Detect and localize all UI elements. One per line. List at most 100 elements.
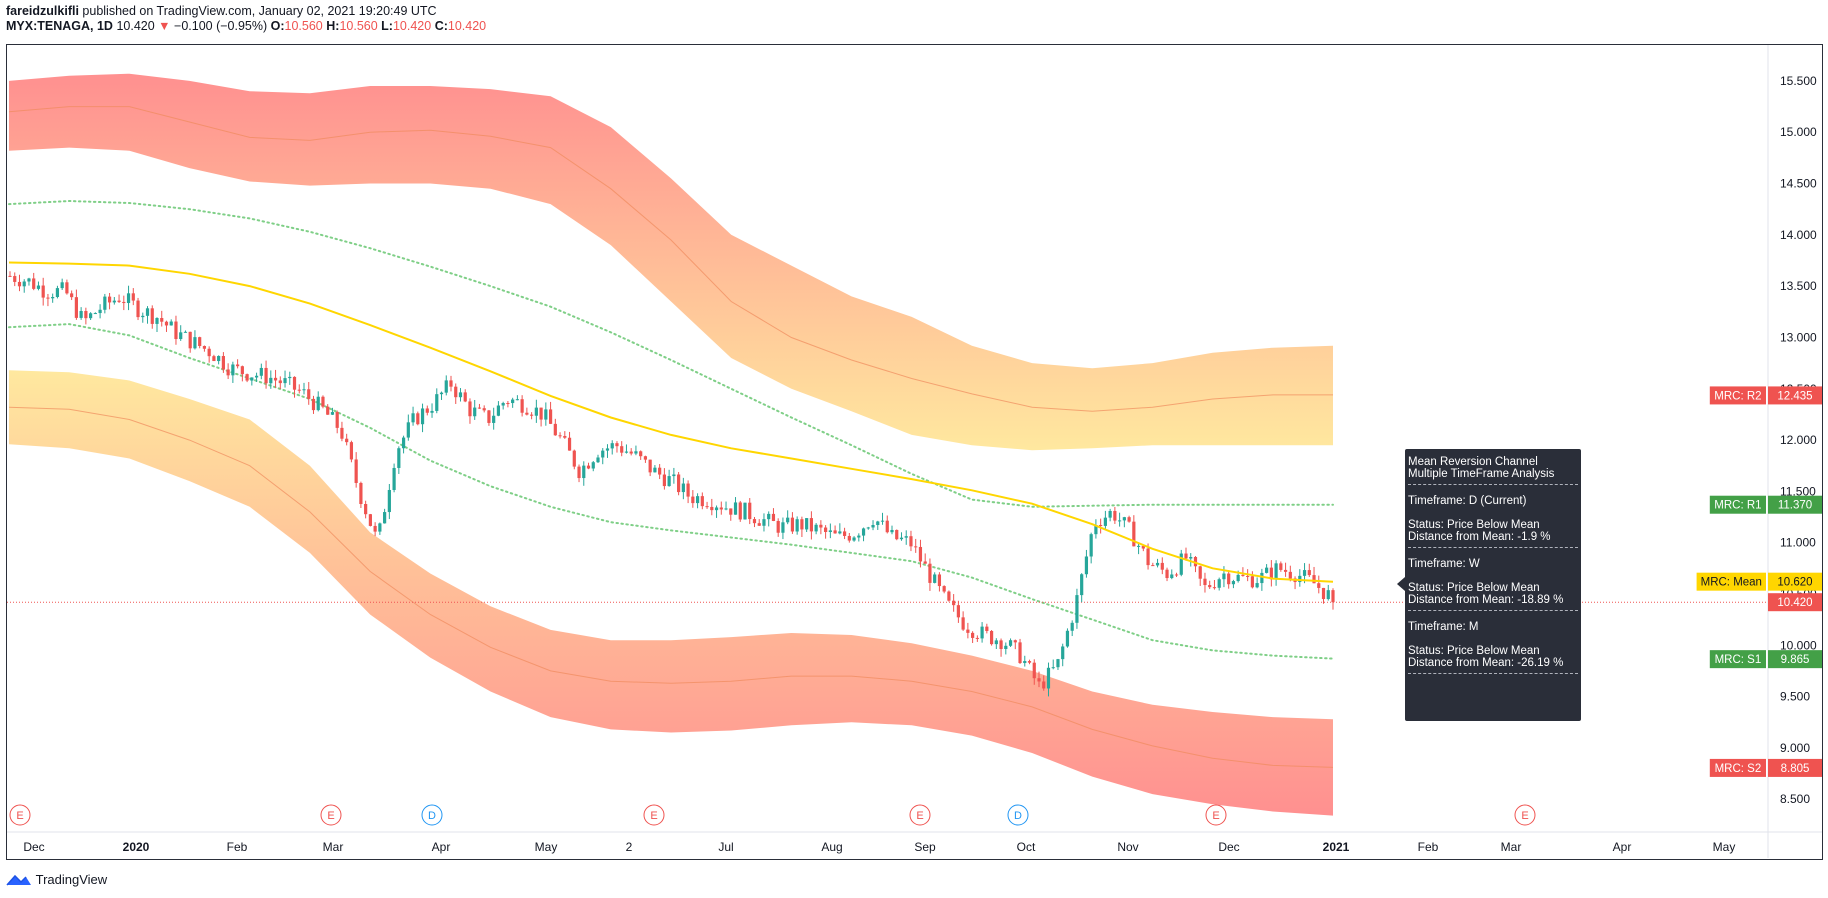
time-tick-label: Sep: [914, 840, 936, 854]
candle-body: [126, 293, 131, 304]
candle-body: [1065, 630, 1070, 647]
candle-body: [36, 285, 41, 289]
tooltip-status: Status: Price Below Mean: [1408, 582, 1540, 594]
candle-body: [1212, 587, 1217, 589]
candle-body: [586, 465, 591, 469]
time-tick-label: Aug: [821, 840, 842, 854]
event-marker-label: D: [1014, 810, 1022, 822]
event-marker-label: E: [1212, 810, 1219, 822]
level-value-box: [1768, 593, 1822, 612]
author-name[interactable]: fareidzulkifli: [6, 4, 79, 18]
candle-body: [548, 409, 553, 424]
price-tick-label: 11.500: [1780, 484, 1816, 498]
candle-body: [1198, 566, 1202, 579]
tooltip-divider: [1408, 547, 1578, 548]
tooltip-status: Status: Price Below Mean: [1408, 645, 1540, 657]
time-tick-label: Jul: [718, 840, 733, 854]
dividend-marker-icon[interactable]: [1007, 804, 1029, 826]
candle-body: [833, 530, 837, 534]
candle-body: [847, 535, 851, 541]
candle-body: [1042, 681, 1046, 689]
earnings-marker-icon[interactable]: [1205, 804, 1227, 826]
time-tick-label: Dec: [1218, 840, 1239, 854]
candle-body: [1298, 575, 1302, 583]
candle-body: [1317, 583, 1321, 588]
candle-body: [420, 408, 425, 425]
candle-body: [458, 392, 463, 398]
candle-body: [1122, 517, 1126, 521]
event-marker-label: E: [16, 810, 23, 822]
tooltip-timeframe: Timeframe: W: [1408, 558, 1480, 570]
candle-body: [572, 450, 576, 467]
candle-body: [861, 528, 866, 536]
level-name-box: [1709, 650, 1766, 669]
tradingview-brand[interactable]: TradingView: [35, 872, 108, 888]
candle-body: [397, 448, 401, 468]
candle-body: [966, 629, 970, 633]
price-tick-label: 10.000: [1780, 638, 1817, 652]
candle-body: [487, 410, 491, 423]
candle-body: [1008, 640, 1013, 646]
earnings-marker-icon[interactable]: [909, 804, 931, 826]
candle-body: [985, 626, 989, 631]
level-name-box: [1709, 386, 1766, 405]
candle-body: [639, 451, 643, 457]
level-tag: MRC: Mean 10.620: [1696, 572, 1822, 591]
ohlc-line: MYX:TENAGA, 1D 10.420 ▼ −0.100 (−0.95%) …: [6, 19, 486, 34]
earnings-marker-icon[interactable]: [643, 804, 665, 826]
earnings-marker-icon[interactable]: [320, 804, 342, 826]
candle-body: [1127, 517, 1131, 522]
candle-body: [591, 462, 595, 469]
candle-body: [160, 318, 164, 322]
level-value: 9.865: [1781, 654, 1810, 666]
time-tick-label: May: [535, 840, 558, 854]
event-marker-label: E: [327, 810, 334, 822]
candle-body: [202, 346, 207, 349]
candle-body: [131, 293, 135, 301]
candle-body: [1084, 556, 1089, 575]
candle-body: [496, 405, 501, 416]
candle-body: [610, 443, 614, 449]
candle-body: [1312, 575, 1316, 584]
candle-body: [1265, 567, 1269, 573]
candle-body: [1255, 583, 1259, 588]
chart-frame[interactable]: [6, 44, 1823, 860]
candle-body: [392, 467, 396, 490]
time-tick-label: 2: [626, 840, 633, 854]
tooltip-divider: [1408, 673, 1578, 674]
candle-body: [164, 321, 169, 326]
candle-body: [122, 301, 126, 304]
tooltip-timeframe: Timeframe: M: [1408, 621, 1479, 633]
mean-line: [8, 261, 1334, 583]
candle-body: [885, 520, 889, 533]
candle-body: [1089, 534, 1093, 557]
level-name: MRC: S2: [1715, 763, 1762, 775]
candle-body: [1032, 662, 1036, 679]
candle-body: [857, 535, 861, 538]
candle-body: [615, 443, 619, 447]
candle-body: [714, 507, 719, 511]
candle-body: [876, 521, 880, 526]
candle-body: [288, 376, 292, 379]
level-tag: 10.420: [1768, 593, 1822, 612]
earnings-marker-icon[interactable]: [9, 804, 31, 826]
earnings-marker-icon[interactable]: [1514, 804, 1536, 826]
candle-body: [231, 364, 235, 376]
level-tag: MRC: R1 11.370: [1709, 495, 1822, 514]
candle-body: [681, 483, 685, 493]
candle-body: [1160, 562, 1164, 570]
candle-body: [601, 450, 605, 458]
candle-body: [468, 401, 472, 417]
candle-body: [937, 574, 942, 587]
time-tick-label: Feb: [227, 840, 248, 854]
candle-body: [273, 377, 278, 381]
candle-body: [207, 348, 211, 357]
candle-body: [1132, 521, 1136, 547]
dividend-marker-icon[interactable]: [421, 804, 443, 826]
candle-body: [1283, 569, 1288, 572]
candle-body: [596, 457, 600, 463]
candle-body: [1037, 678, 1041, 682]
event-marker-label: E: [650, 810, 657, 822]
chart-header: fareidzulkifli published on TradingView.…: [6, 4, 486, 34]
